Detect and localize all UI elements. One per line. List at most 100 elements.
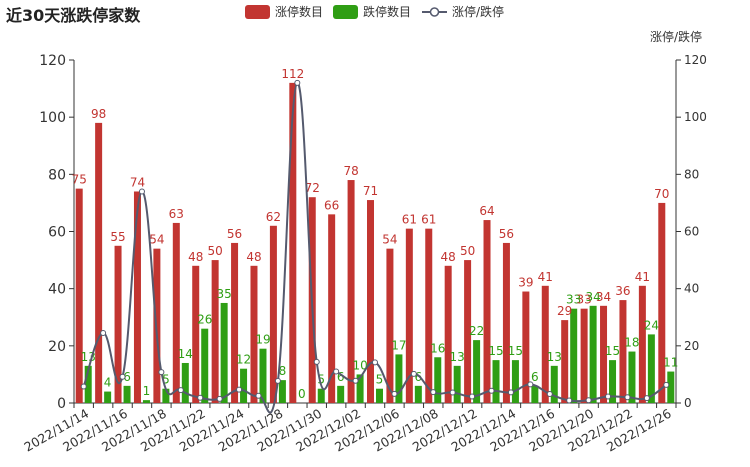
bar-limit-up	[522, 291, 530, 403]
bar-limit-down	[473, 340, 481, 403]
data-label-limit-down: 10	[352, 358, 367, 372]
data-label-limit-down: 35	[217, 287, 232, 301]
data-label-limit-down: 26	[197, 313, 212, 327]
data-label-limit-down: 11	[663, 356, 678, 370]
data-label-limit-down: 5	[376, 373, 384, 387]
data-label-limit-up: 55	[110, 230, 125, 244]
data-label-limit-up: 33	[576, 293, 591, 307]
legend-marker-ratio[interactable]	[429, 7, 440, 17]
data-label-limit-down: 16	[430, 341, 445, 355]
legend-label-limit-down[interactable]: 跌停数目	[363, 4, 411, 19]
ratio-point	[274, 377, 281, 384]
bar-limit-up	[425, 228, 433, 403]
data-label-limit-up: 34	[596, 290, 611, 304]
bar-limit-up	[172, 222, 180, 403]
data-label-limit-up: 29	[557, 304, 572, 318]
bar-limit-up	[483, 220, 491, 403]
data-label-limit-down: 5	[162, 373, 170, 387]
data-label-limit-up: 70	[654, 187, 669, 201]
data-label-limit-up: 48	[188, 250, 203, 264]
ratio-point	[430, 389, 437, 396]
legend-swatch-limit-up[interactable]	[245, 5, 270, 19]
ratio-point	[158, 369, 165, 376]
ratio-point	[313, 358, 320, 365]
data-label-limit-up: 36	[615, 284, 630, 298]
y-tick-label-left: 60	[48, 225, 66, 241]
y-tick-label-left: 0	[57, 396, 66, 412]
data-label-limit-down: 1	[143, 384, 151, 398]
ratio-point	[236, 386, 243, 393]
right-axis-title: 涨停/跌停	[650, 29, 702, 44]
bar-limit-up	[367, 200, 374, 403]
data-label-limit-down: 6	[531, 370, 539, 384]
legend[interactable]: 涨停数目 跌停数目 涨停/跌停	[245, 4, 504, 19]
data-label-limit-down: 15	[488, 344, 503, 358]
bar-limit-down	[123, 385, 131, 403]
data-label-limit-up: 61	[402, 213, 417, 227]
legend-swatch-limit-down[interactable]	[333, 5, 358, 19]
y-tick-label-right: 20	[684, 339, 699, 353]
y-tick-label-right: 60	[684, 225, 699, 239]
bar-limit-down	[434, 357, 442, 403]
ratio-point	[391, 390, 398, 397]
data-label-limit-down: 13	[450, 350, 465, 364]
bar-limit-up	[114, 245, 122, 403]
ratio-point	[624, 394, 631, 401]
ratio-point	[546, 390, 553, 397]
legend-label-limit-up[interactable]: 涨停数目	[275, 4, 323, 19]
data-label-limit-down: 12	[236, 353, 251, 367]
bar-limit-up	[561, 320, 569, 403]
ratio-point	[197, 394, 204, 401]
bar-limit-up	[250, 265, 258, 403]
bar-limit-down	[181, 362, 189, 403]
data-label-limit-up: 48	[441, 250, 456, 264]
data-label-limit-down: 22	[469, 324, 484, 338]
data-label-limit-up: 56	[227, 227, 242, 241]
y-tick-label-right: 0	[684, 396, 692, 410]
data-label-limit-up: 72	[305, 181, 320, 195]
data-label-limit-down: 6	[123, 370, 131, 384]
bar-limit-up	[600, 305, 608, 403]
data-label-limit-up: 50	[460, 244, 475, 258]
data-label-limit-down: 15	[508, 344, 523, 358]
bar-limit-up	[231, 242, 239, 403]
ratio-point	[527, 381, 534, 388]
data-label-limit-up: 54	[382, 233, 397, 247]
y-tick-label-right: 120	[684, 53, 707, 67]
ratio-point	[216, 395, 223, 402]
bar-limit-down	[511, 360, 519, 403]
ratio-point	[605, 393, 612, 400]
bar-limit-up	[638, 285, 646, 403]
y-tick-label-left: 20	[48, 339, 66, 355]
bar-limit-down	[550, 365, 558, 403]
bar-limit-up	[541, 285, 549, 403]
ratio-point	[410, 370, 417, 377]
y-tick-label-left: 120	[39, 53, 66, 69]
bar-limit-down	[278, 380, 286, 403]
data-label-limit-down: 0	[298, 387, 306, 401]
bar-limit-down	[84, 365, 92, 403]
data-label-limit-up: 71	[363, 184, 378, 198]
bar-limit-down	[220, 302, 228, 403]
bar-limit-down	[162, 388, 170, 403]
bar-limit-down	[240, 368, 248, 403]
legend-label-ratio[interactable]: 涨停/跌停	[452, 4, 504, 19]
bar-limit-down	[453, 365, 461, 403]
ratio-point	[469, 393, 476, 400]
bar-limit-up	[502, 242, 510, 403]
ratio-point	[352, 377, 359, 384]
data-label-limit-up: 39	[518, 276, 533, 290]
y-tick-label-left: 80	[48, 167, 66, 183]
data-label-limit-up: 61	[421, 213, 436, 227]
data-label-limit-up: 112	[281, 67, 304, 81]
bar-limit-down	[492, 360, 500, 403]
data-label-limit-down: 5	[317, 373, 325, 387]
bar-limit-up	[347, 180, 355, 403]
data-label-limit-up: 98	[91, 107, 106, 121]
bar-limit-down	[201, 328, 209, 403]
bar-limit-down	[142, 400, 150, 403]
data-label-limit-down: 8	[279, 364, 287, 378]
data-label-limit-up: 78	[343, 164, 358, 178]
bar-limit-down	[104, 391, 112, 403]
